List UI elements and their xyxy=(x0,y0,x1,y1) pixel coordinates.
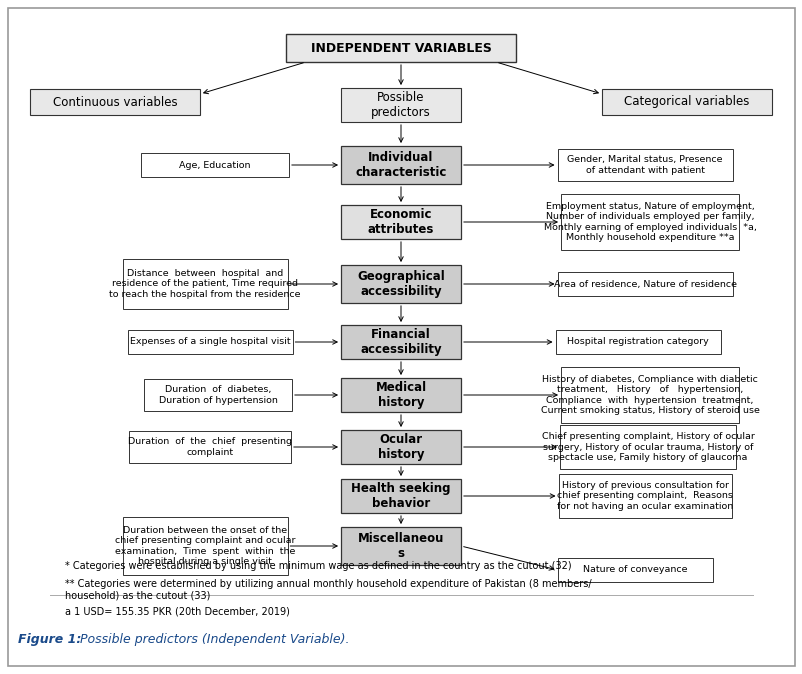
Bar xyxy=(602,89,771,115)
Bar xyxy=(30,89,200,115)
Bar xyxy=(557,149,731,181)
Bar xyxy=(141,153,289,177)
Text: Health seeking
behavior: Health seeking behavior xyxy=(350,482,450,510)
Bar xyxy=(128,330,292,354)
Text: INDEPENDENT VARIABLES: INDEPENDENT VARIABLES xyxy=(310,42,491,55)
Bar xyxy=(558,474,731,518)
Text: Duration between the onset of the
chief presenting complaint and ocular
examinat: Duration between the onset of the chief … xyxy=(115,526,295,566)
Text: Geographical
accessibility: Geographical accessibility xyxy=(357,270,444,298)
Bar xyxy=(286,34,516,62)
Bar xyxy=(341,88,460,122)
Bar xyxy=(557,558,711,582)
Bar xyxy=(341,378,460,412)
Text: Age, Education: Age, Education xyxy=(179,160,250,169)
Bar xyxy=(561,367,738,423)
Bar xyxy=(559,425,735,469)
Text: Miscellaneou
s: Miscellaneou s xyxy=(358,532,444,560)
Text: History of diabetes, Compliance with diabetic
treatment,   History   of   hypert: History of diabetes, Compliance with dia… xyxy=(540,375,759,415)
Text: * Categories were established by using the minimum wage as defined in the countr: * Categories were established by using t… xyxy=(65,561,571,571)
Bar xyxy=(341,146,460,184)
Text: Gender, Marital status, Presence
of attendant with patient: Gender, Marital status, Presence of atte… xyxy=(566,155,722,175)
Bar xyxy=(561,194,738,250)
Bar xyxy=(341,265,460,303)
Text: Economic
attributes: Economic attributes xyxy=(367,208,434,236)
Bar xyxy=(341,527,460,565)
Text: Chief presenting complaint, History of ocular
surgery, History of ocular trauma,: Chief presenting complaint, History of o… xyxy=(541,432,754,462)
Bar xyxy=(341,430,460,464)
Text: Employment status, Nature of employment,
Number of individuals employed per fami: Employment status, Nature of employment,… xyxy=(543,202,755,242)
Text: Nature of conveyance: Nature of conveyance xyxy=(582,565,687,574)
Bar xyxy=(129,431,290,463)
Text: Individual
characteristic: Individual characteristic xyxy=(354,151,446,179)
Text: Hospital registration category: Hospital registration category xyxy=(566,338,708,346)
Text: Figure 1:: Figure 1: xyxy=(18,634,81,646)
Bar xyxy=(123,517,287,575)
Bar xyxy=(555,330,719,354)
Bar xyxy=(557,272,731,296)
Text: Area of residence, Nature of residence: Area of residence, Nature of residence xyxy=(553,280,735,288)
Bar xyxy=(123,259,287,309)
Text: Expenses of a single hospital visit: Expenses of a single hospital visit xyxy=(130,338,290,346)
Text: Duration  of  diabetes,
Duration of hypertension: Duration of diabetes, Duration of hypert… xyxy=(158,386,277,404)
Bar xyxy=(341,325,460,359)
Bar xyxy=(144,379,292,411)
Bar xyxy=(341,205,460,239)
Text: Ocular
history: Ocular history xyxy=(377,433,423,461)
Text: Categorical variables: Categorical variables xyxy=(623,96,749,109)
Text: History of previous consultation for
chief presenting complaint,  Reasons
for no: History of previous consultation for chi… xyxy=(556,481,732,511)
Text: Financial
accessibility: Financial accessibility xyxy=(360,328,441,356)
Text: ** Categories were determined by utilizing annual monthly household expenditure : ** Categories were determined by utilizi… xyxy=(65,579,591,601)
Text: Possible
predictors: Possible predictors xyxy=(371,91,431,119)
Text: a 1 USD= 155.35 PKR (20th December, 2019): a 1 USD= 155.35 PKR (20th December, 2019… xyxy=(65,606,290,616)
Text: Possible predictors (Independent Variable).: Possible predictors (Independent Variabl… xyxy=(76,634,349,646)
Text: Medical
history: Medical history xyxy=(375,381,426,409)
Text: Continuous variables: Continuous variables xyxy=(53,96,177,109)
Text: Distance  between  hospital  and
residence of the patient, Time required
to reac: Distance between hospital and residence … xyxy=(109,269,301,299)
Bar xyxy=(341,479,460,513)
Text: Duration  of  the  chief  presenting
complaint: Duration of the chief presenting complai… xyxy=(128,437,292,457)
